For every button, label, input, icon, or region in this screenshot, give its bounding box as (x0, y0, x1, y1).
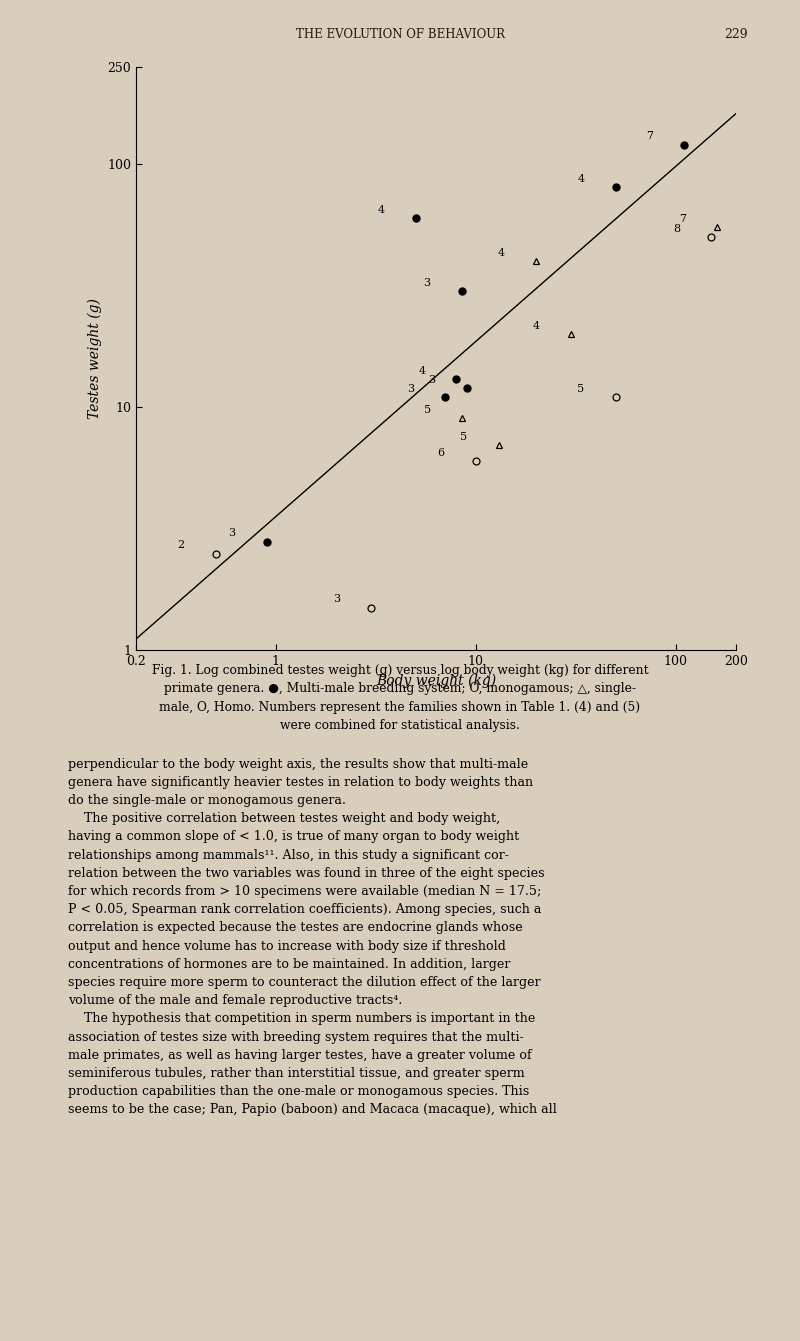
Text: 5: 5 (461, 432, 468, 441)
Text: THE EVOLUTION OF BEHAVIOUR: THE EVOLUTION OF BEHAVIOUR (295, 28, 505, 42)
Text: 3: 3 (429, 374, 436, 385)
Text: Fig. 1. Log combined testes weight (g) versus log body weight (kg) for different: Fig. 1. Log combined testes weight (g) v… (152, 664, 648, 732)
Text: 5: 5 (423, 405, 430, 416)
Text: 6: 6 (438, 448, 445, 459)
Text: 2: 2 (178, 540, 185, 550)
Text: 4: 4 (578, 174, 585, 184)
Text: 4: 4 (533, 320, 540, 331)
Text: 4: 4 (418, 366, 426, 377)
Text: perpendicular to the body weight axis, the results show that multi-male
genera h: perpendicular to the body weight axis, t… (68, 758, 557, 1117)
Y-axis label: Testes weight (g): Testes weight (g) (87, 298, 102, 420)
Text: 3: 3 (229, 528, 236, 539)
Text: 3: 3 (423, 278, 430, 288)
X-axis label: Body weight (kg): Body weight (kg) (376, 673, 496, 688)
Text: 229: 229 (724, 28, 748, 42)
Text: 3: 3 (333, 594, 340, 605)
Text: 4: 4 (498, 248, 505, 257)
Text: 3: 3 (406, 384, 414, 394)
Text: 7: 7 (678, 215, 686, 224)
Text: 4: 4 (378, 205, 385, 215)
Text: 8: 8 (673, 224, 680, 233)
Text: 5: 5 (578, 384, 585, 394)
Text: 7: 7 (646, 131, 653, 141)
